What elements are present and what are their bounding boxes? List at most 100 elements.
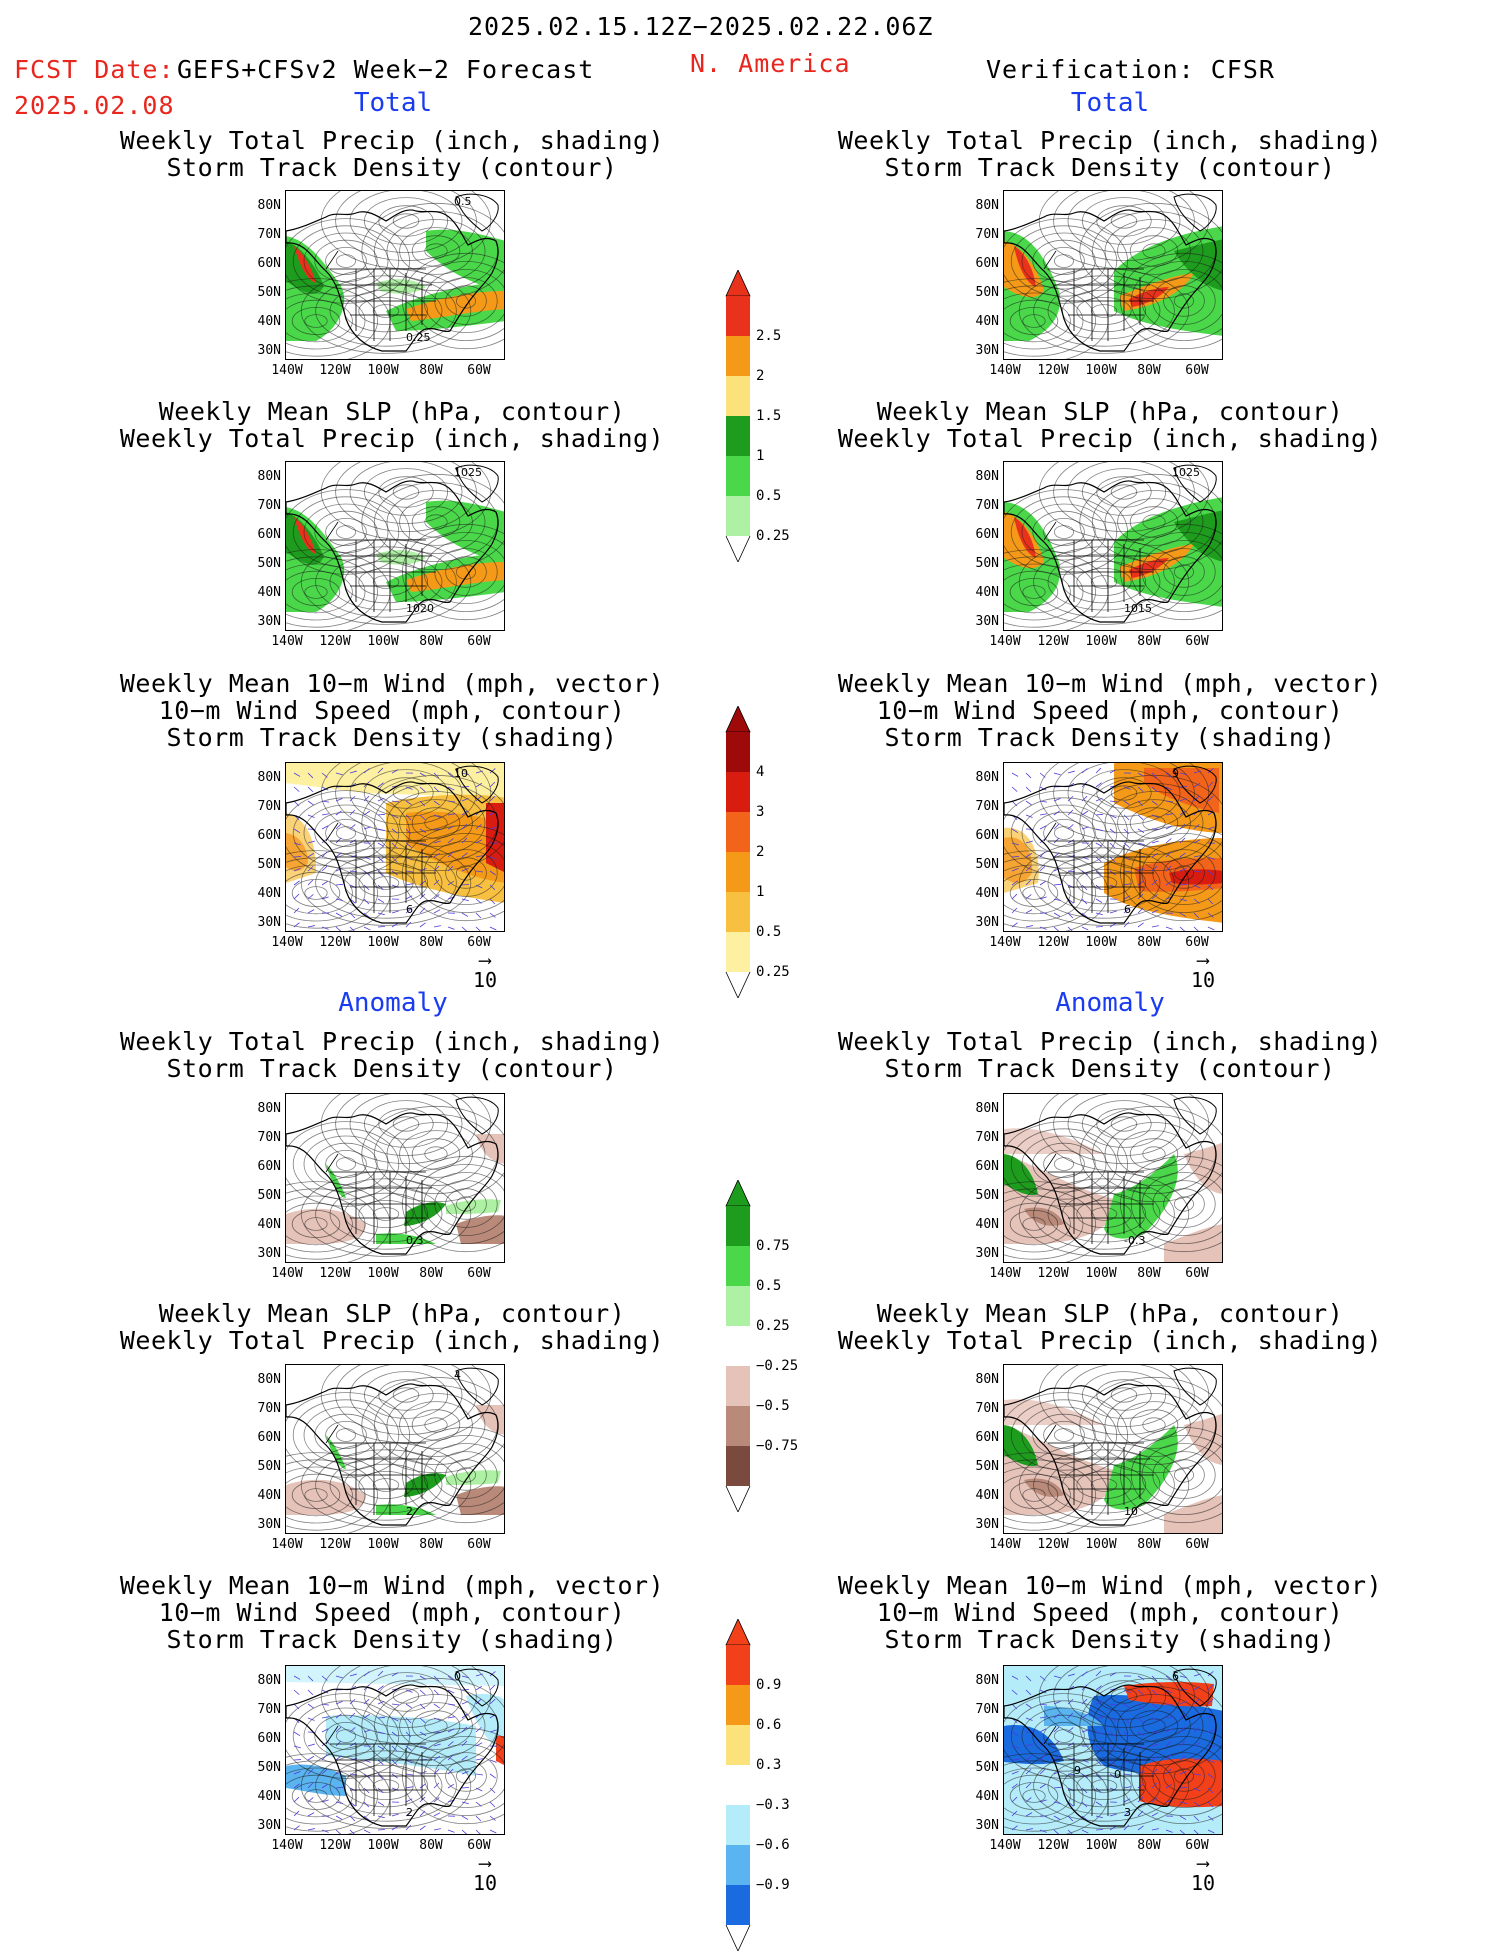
lat-tick-label: 80N (955, 1673, 999, 1688)
lat-tick-label: 50N (955, 285, 999, 300)
contour-label: 3 (1124, 1806, 1131, 1819)
map-obs-total-precip-track (1003, 190, 1223, 360)
lat-tick-label: 70N (237, 1702, 281, 1717)
reference-arrow-icon: ⟶ (1183, 1857, 1223, 1871)
lat-tick-label: 30N (955, 343, 999, 358)
lat-tick-label: 50N (955, 857, 999, 872)
title-line: Weekly Mean SLP (hPa, contour) (790, 398, 1430, 425)
lon-tick-label: 120W (1031, 634, 1075, 649)
panel-title-obs-anom-slp-precip: Weekly Mean SLP (hPa, contour) Weekly To… (790, 1300, 1430, 1354)
panel-title-obs-anom-precip-track: Weekly Total Precip (inch, shading) Stor… (790, 1028, 1430, 1082)
title-line: Weekly Mean SLP (hPa, contour) (72, 1300, 712, 1327)
map-fcst-anom-precip-track: 0.3 (285, 1093, 505, 1263)
title-line: Weekly Mean SLP (hPa, contour) (72, 398, 712, 425)
lat-tick-label: 40N (237, 1217, 281, 1232)
contour-label: 2 (406, 1505, 413, 1518)
lon-tick-label: 80W (409, 1537, 453, 1552)
contour-label: 6 (406, 903, 413, 916)
lat-tick-label: 30N (237, 614, 281, 629)
contour-label: 2 (406, 1806, 413, 1819)
title-line: Weekly Total Precip (inch, shading) (790, 127, 1430, 154)
colorbar-label: 0.5 (756, 1278, 781, 1294)
colorbar-label: 0.3 (756, 1757, 781, 1773)
lat-tick-label: 40N (237, 585, 281, 600)
lat-tick-label: 60N (955, 1430, 999, 1445)
lon-tick-label: 140W (265, 1838, 309, 1853)
reference-vector: ⟶10 (465, 1857, 505, 1895)
lat-tick-label: 80N (237, 1673, 281, 1688)
title-line: Weekly Mean 10−m Wind (mph, vector) (790, 670, 1430, 697)
lon-tick-label: 60W (1175, 1537, 1219, 1552)
lat-tick-label: 40N (955, 886, 999, 901)
contour-label: 10 (1124, 1505, 1138, 1518)
lon-tick-label: 100W (361, 1537, 405, 1552)
colorbar-label: 1 (756, 448, 764, 464)
lat-tick-label: 30N (237, 1818, 281, 1833)
colorbar-segment (726, 416, 750, 456)
lat-tick-label: 50N (955, 1459, 999, 1474)
lat-tick-label: 80N (237, 1101, 281, 1116)
title-line: Weekly Mean 10−m Wind (mph, vector) (72, 670, 712, 697)
lat-tick-label: 60N (237, 256, 281, 271)
lon-tick-label: 100W (361, 1838, 405, 1853)
lon-tick-label: 60W (457, 1838, 501, 1853)
colorbar-bottom-triangle (726, 1925, 750, 1951)
lon-tick-label: 140W (983, 1266, 1027, 1281)
title-line: Weekly Total Precip (inch, shading) (72, 127, 712, 154)
lat-tick-label: 50N (237, 1459, 281, 1474)
lat-tick-label: 70N (237, 1401, 281, 1416)
colorbar-label: −0.5 (756, 1398, 790, 1414)
colorbar-total-precip (723, 270, 753, 562)
lat-tick-label: 70N (955, 498, 999, 513)
panel-title-fcst-total-precip-track: Weekly Total Precip (inch, shading) Stor… (72, 127, 712, 181)
lon-tick-label: 140W (265, 634, 309, 649)
lon-tick-label: 60W (457, 1266, 501, 1281)
title-line: Storm Track Density (contour) (790, 1055, 1430, 1082)
lat-tick-label: 70N (955, 227, 999, 242)
title-line: Weekly Total Precip (inch, shading) (790, 425, 1430, 452)
lat-tick-label: 40N (237, 1789, 281, 1804)
colorbar-segment (726, 1845, 750, 1885)
panel-title-obs-anom-wind-track: Weekly Mean 10−m Wind (mph, vector) 10−m… (790, 1572, 1430, 1653)
panel-title-fcst-total-wind-track: Weekly Mean 10−m Wind (mph, vector) 10−m… (72, 670, 712, 751)
lon-tick-label: 80W (1127, 1838, 1171, 1853)
lat-tick-label: 50N (237, 857, 281, 872)
colorbar-label: 1.5 (756, 408, 781, 424)
lon-tick-label: 100W (1079, 1537, 1123, 1552)
title-line: Storm Track Density (shading) (72, 1626, 712, 1653)
contour-label: 6 (1124, 903, 1131, 916)
lon-tick-label: 80W (1127, 363, 1171, 378)
colorbar-top-triangle (726, 270, 750, 296)
colorbar-segment (726, 892, 750, 932)
reference-vector-value: 10 (1183, 1871, 1223, 1895)
colorbar-top-triangle (726, 706, 750, 732)
title-line: Storm Track Density (shading) (790, 724, 1430, 751)
colorbar-label: 2.5 (756, 328, 781, 344)
region-label: N. America (690, 49, 851, 78)
colorbar-segment (726, 1885, 750, 1925)
lon-tick-label: 60W (1175, 1838, 1219, 1853)
lon-tick-label: 100W (1079, 1266, 1123, 1281)
colorbar-label: 2 (756, 844, 764, 860)
lon-tick-label: 120W (313, 935, 357, 950)
lon-tick-label: 60W (457, 363, 501, 378)
colorbar-label: 0.25 (756, 964, 790, 980)
lon-tick-label: 80W (409, 363, 453, 378)
colorbar-label: 1 (756, 884, 764, 900)
title-line: 10−m Wind Speed (mph, contour) (790, 697, 1430, 724)
colorbar-label: 4 (756, 764, 764, 780)
contour-label: 1020 (406, 602, 434, 615)
reference-arrow-icon: ⟶ (1183, 954, 1223, 968)
lat-tick-label: 50N (955, 1760, 999, 1775)
lat-tick-label: 70N (237, 1130, 281, 1145)
contour-label: 1025 (1172, 466, 1200, 479)
colorbar-segment (726, 812, 750, 852)
lon-tick-label: 120W (313, 1266, 357, 1281)
title-line: Storm Track Density (shading) (72, 724, 712, 751)
lat-tick-label: 60N (237, 828, 281, 843)
lon-tick-label: 100W (1079, 935, 1123, 950)
lat-tick-label: 30N (955, 1246, 999, 1261)
colorbar-label: −0.6 (756, 1837, 790, 1853)
